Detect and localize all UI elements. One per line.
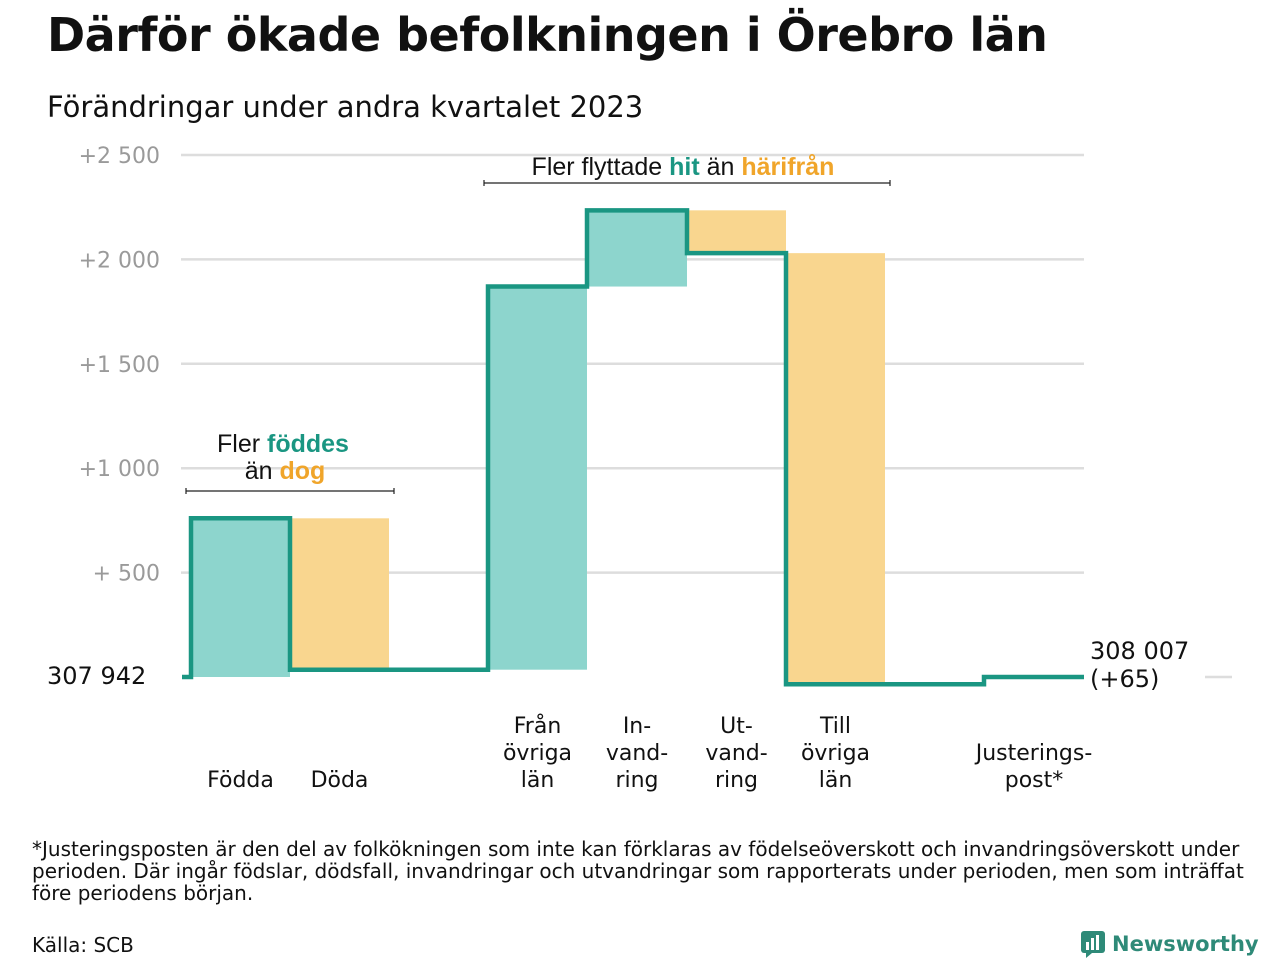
bar-utvandring [687, 210, 786, 254]
bars [191, 210, 885, 685]
end-change-label: (+65) [1090, 665, 1159, 693]
chart-bubble-icon [1081, 931, 1105, 958]
bar-fran_ovriga_lan [488, 286, 587, 670]
y-tick-label-500: + 500 [93, 562, 160, 587]
category-label-till_ovriga_lan-1: övriga [801, 741, 870, 766]
category-labels: Födda DödaFrånövrigalänIn-vand-ringUt-van… [207, 713, 1092, 793]
births-annotation-line1: Fler föddes [217, 430, 349, 458]
births-annotation-line2: än dog [245, 457, 326, 485]
footnote: *Justeringsposten är den del av folkökni… [32, 837, 1244, 905]
source-label: Källa: SCB [32, 933, 134, 957]
y-tick-label-1000: +1 000 [79, 457, 160, 482]
category-label-justeringspost-0: Justerings- [974, 741, 1093, 766]
category-label-till_ovriga_lan-2: län [819, 768, 853, 793]
running-total-line [182, 208, 1084, 687]
migration-annotation-hit: hit [669, 153, 700, 181]
category-label-till_ovriga_lan-0: Till [819, 714, 851, 739]
annotations: Fler föddes än dog Fler flyttade hit än … [185, 153, 891, 494]
migration-annotation: Fler flyttade hit än härifrån [532, 153, 835, 181]
bar-till_ovriga_lan [786, 253, 885, 685]
category-label-invandring-2: ring [615, 768, 658, 793]
migration-annotation-an: än [700, 153, 742, 181]
births-annotation-dog: dog [279, 457, 325, 485]
y-tick-label-2000: +2 000 [79, 248, 160, 273]
category-label-doda-0: Döda [311, 768, 369, 793]
category-label-justeringspost-1: post* [1005, 768, 1064, 793]
category-label-fran_ovriga_lan-1: övriga [503, 741, 572, 766]
bar-fodda [191, 518, 290, 677]
bar-doda [290, 518, 389, 670]
newsworthy-logo[interactable]: Newsworthy [1080, 929, 1259, 959]
brand-name: Newsworthy [1112, 932, 1259, 956]
start-value-label: 307 942 [47, 662, 146, 690]
migration-annotation-a: Fler flyttade [532, 153, 670, 181]
category-label-utvandring-2: ring [715, 768, 758, 793]
waterfall-chart: + 500 +1 000 +1 500 +2 000 +2 500 Födda Döda F… [47, 144, 1232, 793]
y-tick-label-1500: +1 500 [79, 353, 160, 378]
y-tick-label-2500: +2 500 [79, 144, 160, 169]
births-annotation-an: än [245, 457, 280, 485]
births-annotation-fler: Fler [217, 430, 267, 458]
category-label-fran_ovriga_lan-2: län [521, 768, 555, 793]
bar-invandring [587, 210, 687, 287]
category-label-invandring-1: vand- [606, 741, 668, 766]
category-label-utvandring-0: Ut- [720, 714, 753, 739]
category-label-fran_ovriga_lan-0: Från [514, 713, 562, 739]
y-tick-labels: + 500 +1 000 +1 500 +2 000 +2 500 [79, 144, 160, 587]
migration-annotation-harifran: härifrån [741, 153, 834, 181]
category-label-utvandring-1: vand- [705, 741, 767, 766]
category-label-invandring-0: In- [623, 714, 651, 739]
category-label-fodda-0: Födda [207, 768, 274, 793]
births-annotation-foddes: föddes [267, 430, 349, 458]
running-total-path [182, 208, 1084, 687]
end-value-label: 308 007 [1090, 637, 1189, 665]
chart-subtitle: Förändringar under andra kvartalet 2023 [47, 90, 644, 124]
chart-title: Därför ökade befolkningen i Örebro län [47, 8, 1048, 62]
